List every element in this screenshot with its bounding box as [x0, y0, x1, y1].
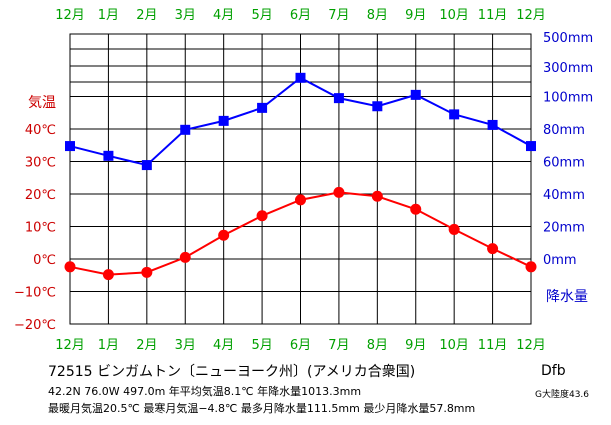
station-stats: 42.2N 76.0W 497.0m 年平均気温8.1℃ 年降水量1013.3m… — [48, 385, 362, 398]
series — [64, 72, 537, 281]
station-info: 72515 ビンガムトン〔ニューヨーク州〕(アメリカ合衆国) 42.2N 76.… — [0, 358, 611, 425]
temperature-point — [295, 194, 306, 206]
month-label-top: 9月 — [405, 8, 426, 23]
month-labels-bottom: 12月 1月 2月 3月 4月 5月 6月 7月 8月 9月 10月 11月 12月 — [55, 338, 546, 353]
temperature-point — [179, 251, 191, 263]
precipitation-tick-label: 40mm — [543, 188, 585, 203]
month-label-top: 12月 — [516, 8, 546, 23]
month-label-bottom: 7月 — [328, 338, 349, 353]
precipitation-tick-label: 500mm — [543, 31, 593, 46]
month-label-top: 11月 — [478, 8, 508, 23]
precipitation-point — [410, 89, 421, 100]
koppen-class: Dfb — [541, 363, 566, 379]
precipitation-axis: 500mm 300mm 100mm 80mm 60mm 40mm 20mm 0mm — [543, 31, 593, 268]
temperature-point — [371, 190, 383, 202]
precipitation-point — [372, 101, 383, 112]
precipitation-point — [141, 160, 152, 171]
precipitation-point — [218, 115, 229, 126]
temperature-point — [525, 261, 537, 273]
precipitation-point — [103, 150, 114, 161]
temperature-point — [333, 186, 345, 198]
month-label-bottom: 2月 — [136, 338, 157, 353]
month-label-bottom: 12月 — [55, 338, 85, 353]
precipitation-axis-title: 降水量 — [546, 289, 588, 305]
station-extremes: 最暖月気温20.5℃ 最寒月気温−4.8℃ 最多月降水量111.5mm 最少月降… — [48, 402, 476, 415]
temperature-tick-label: 40℃ — [25, 123, 56, 138]
temperature-axis: 40℃ 30℃ 20℃ 10℃ 0℃ −10℃ −20℃ — [14, 123, 56, 333]
temperature-point — [64, 261, 76, 273]
temperature-axis-title: 気温 — [28, 95, 56, 111]
temperature-point — [410, 203, 422, 215]
precipitation-tick-label: 80mm — [543, 123, 585, 138]
precipitation-point — [487, 119, 498, 130]
month-label-bottom: 6月 — [290, 338, 311, 353]
temperature-tick-label: 20℃ — [25, 188, 56, 203]
temperature-tick-label: 30℃ — [25, 156, 56, 171]
temperature-point — [102, 269, 114, 281]
precipitation-point — [526, 141, 536, 152]
month-label-top: 2月 — [136, 8, 157, 23]
month-label-top: 8月 — [367, 8, 388, 23]
month-label-top: 6月 — [290, 8, 311, 23]
month-label-top: 1月 — [98, 8, 119, 23]
month-label-top: 10月 — [439, 8, 469, 23]
temperature-point — [487, 243, 499, 255]
temperature-point — [448, 223, 460, 235]
precipitation-tick-label: 300mm — [543, 61, 593, 76]
temperature-tick-label: −10℃ — [14, 286, 56, 301]
precipitation-tick-label: 20mm — [543, 221, 585, 236]
month-label-top: 12月 — [55, 8, 85, 23]
temperature-tick-label: 0℃ — [33, 253, 56, 268]
precipitation-tick-label: 0mm — [543, 253, 577, 268]
month-label-top: 7月 — [328, 8, 349, 23]
month-labels-top: 12月 1月 2月 3月 4月 5月 6月 7月 8月 9月 10月 11月 12月 — [55, 8, 546, 23]
precipitation-point — [333, 93, 344, 104]
month-label-bottom: 5月 — [251, 338, 272, 353]
precipitation-tick-label: 60mm — [543, 156, 585, 171]
month-label-top: 5月 — [251, 8, 272, 23]
precipitation-point — [65, 141, 75, 152]
month-label-bottom: 12月 — [516, 338, 546, 353]
temperature-point — [218, 229, 230, 241]
precipitation-point — [257, 102, 268, 113]
month-label-bottom: 10月 — [439, 338, 469, 353]
month-label-top: 3月 — [175, 8, 196, 23]
temperature-tick-label: 10℃ — [25, 221, 56, 236]
month-label-bottom: 4月 — [213, 338, 234, 353]
temperature-tick-label: −20℃ — [14, 318, 56, 333]
precipitation-point — [295, 72, 306, 83]
precipitation-point — [180, 124, 191, 135]
month-label-top: 4月 — [213, 8, 234, 23]
precipitation-tick-label: 100mm — [543, 91, 593, 106]
precipitation-point — [449, 109, 460, 120]
temperature-point — [256, 210, 268, 222]
month-label-bottom: 1月 — [98, 338, 119, 353]
continentality-index: G大陸度43.6 — [535, 390, 590, 400]
month-label-bottom: 11月 — [478, 338, 508, 353]
month-label-bottom: 8月 — [367, 338, 388, 353]
station-name: 72515 ビンガムトン〔ニューヨーク州〕(アメリカ合衆国) — [48, 364, 416, 380]
temperature-point — [141, 266, 153, 278]
month-label-bottom: 3月 — [175, 338, 196, 353]
month-label-bottom: 9月 — [405, 338, 426, 353]
